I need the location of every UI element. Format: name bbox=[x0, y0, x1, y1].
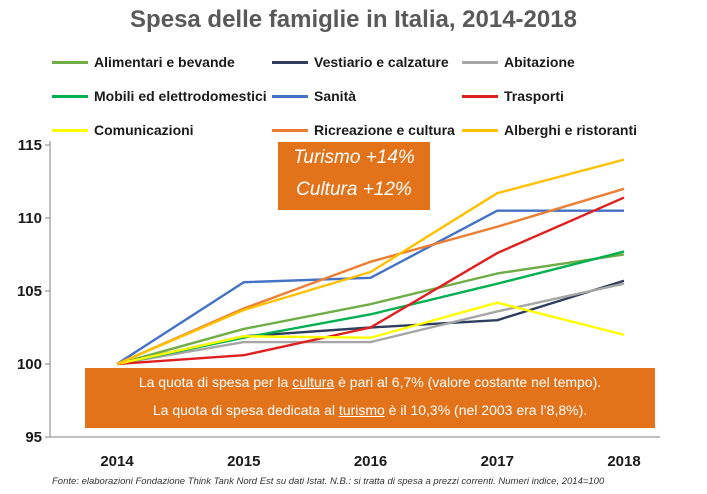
series-line-alberghi-e-ristoranti bbox=[116, 158, 625, 366]
legend-label: Sanità bbox=[314, 88, 357, 104]
x-tick-label: 2016 bbox=[354, 453, 387, 470]
series-line-sanit- bbox=[116, 209, 624, 366]
legend-swatch bbox=[272, 128, 308, 132]
source-footnote: Fonte: elaborazioni Fondazione Think Tan… bbox=[52, 476, 605, 487]
chart-title: Spesa delle famiglie in Italia, 2014-201… bbox=[130, 6, 577, 33]
legend-item: Sanità bbox=[272, 86, 356, 106]
legend-swatch bbox=[52, 128, 88, 132]
legend-label: Vestiario e calzature bbox=[314, 54, 449, 70]
legend-item: Trasporti bbox=[462, 86, 564, 106]
legend-label: Ricreazione e cultura bbox=[314, 122, 455, 138]
legend-item: Vestiario e calzature bbox=[272, 52, 449, 72]
y-tick-label: 105 bbox=[17, 283, 42, 300]
legend-item: Abitazione bbox=[462, 52, 575, 72]
legend-item: Mobili ed elettrodomestici bbox=[52, 86, 267, 106]
legend-item: Comunicazioni bbox=[52, 120, 194, 140]
x-tick-label: 2014 bbox=[100, 453, 134, 470]
legend-item: Ricreazione e cultura bbox=[272, 120, 455, 140]
callout-text: La quota di spesa dedicata al bbox=[152, 402, 339, 418]
legend-item: Alimentari e bevande bbox=[52, 52, 235, 72]
legend-label: Alberghi e ristoranti bbox=[504, 122, 638, 138]
legend-swatch bbox=[462, 128, 498, 132]
callout-line-tourism: La quota di spesa dedicata al turismo è … bbox=[85, 396, 655, 424]
series-line-abitazione bbox=[116, 282, 625, 366]
series-line-comunicazioni bbox=[116, 301, 625, 366]
callout-keyword-culture: cultura bbox=[292, 374, 335, 390]
legend-swatch bbox=[272, 94, 308, 98]
legend-swatch bbox=[52, 60, 88, 64]
spending-share-callout: La quota di spesa per la cultura è pari … bbox=[85, 368, 655, 428]
callout-keyword-tourism: turismo bbox=[338, 402, 385, 418]
x-tick-label: 2017 bbox=[481, 453, 514, 470]
series-line-alimentari-e-bevande bbox=[116, 253, 625, 366]
y-tick-label: 100 bbox=[17, 356, 42, 373]
callout-tourism: Turismo +14% bbox=[293, 147, 415, 168]
legend-swatch bbox=[462, 94, 498, 98]
x-tick-label: 2015 bbox=[227, 453, 260, 470]
callout-text: è il 10,3% (nel 2003 era l’8,8%). bbox=[384, 402, 588, 418]
y-tick-label: 115 bbox=[18, 137, 42, 154]
legend-label: Trasporti bbox=[504, 88, 564, 104]
callout-culture: Cultura +12% bbox=[296, 179, 412, 200]
legend-swatch bbox=[272, 60, 308, 64]
callout-text: è pari al 6,7% (valore costante nel temp… bbox=[334, 374, 602, 390]
series-line-trasporti bbox=[116, 196, 625, 366]
x-tick-label: 2018 bbox=[607, 453, 640, 470]
callout-text: La quota di spesa per la bbox=[138, 374, 293, 390]
y-tick-label: 110 bbox=[18, 210, 42, 227]
legend-label: Abitazione bbox=[504, 54, 575, 70]
legend-swatch bbox=[52, 94, 88, 98]
legend-swatch bbox=[462, 60, 498, 64]
callout-line-culture: La quota di spesa per la cultura è pari … bbox=[85, 368, 655, 396]
legend-label: Mobili ed elettrodomestici bbox=[94, 88, 267, 104]
tourism-culture-callout: Turismo +14% Cultura +12% bbox=[278, 142, 430, 210]
y-tick-label: 95 bbox=[25, 429, 42, 446]
legend-label: Comunicazioni bbox=[94, 122, 194, 138]
legend-label: Alimentari e bevande bbox=[94, 54, 235, 70]
legend-item: Alberghi e ristoranti bbox=[462, 120, 637, 140]
